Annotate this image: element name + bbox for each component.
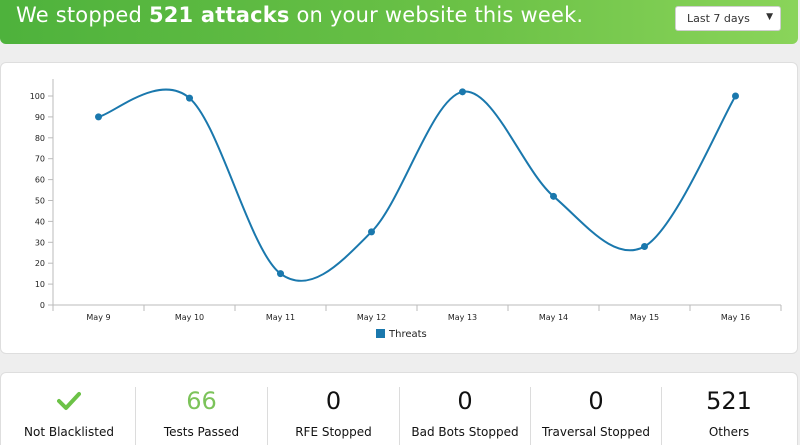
divider [267,387,268,445]
banner-headline: We stopped 521 attacks on your website t… [16,3,583,27]
x-tick-label: May 9 [86,313,110,322]
x-tick-label: May 11 [266,313,295,322]
stat-label: Not Blacklisted [24,425,114,439]
series-line [98,88,737,282]
data-point [368,228,375,236]
banner-attack-count: 521 attacks [148,3,290,27]
data-point [459,88,466,96]
y-tick-label: 10 [35,280,45,289]
data-point [550,192,557,200]
y-tick-label: 80 [35,134,45,143]
stat-label: Traversal Stopped [542,425,650,439]
banner-prefix: We stopped [16,3,149,27]
date-range-value: Last 7 days [687,12,750,25]
stat-label: Tests Passed [163,425,240,439]
attack-summary-banner: We stopped 521 attacks on your website t… [0,0,798,44]
y-tick-label: 0 [40,301,45,310]
threats-line-chart: 0 10 20 30 40 50 60 70 80 90 100 May 9 May 10 May 11 M… [30,79,782,340]
y-tick-label: 50 [35,197,45,206]
stat-value: 66 [186,387,217,415]
stat-others: 521 Others [662,373,796,445]
stat-tests-passed: 66 Tests Passed [136,373,267,445]
y-tick-label: 90 [35,113,45,122]
stat-traversal-stopped: 0 Traversal Stopped [531,373,661,445]
stat-rfe-stopped: 0 RFE Stopped [268,373,399,445]
stats-summary: Not Blacklisted 66 Tests Passed 0 RFE St… [0,372,798,445]
y-tick-label: 30 [35,238,45,247]
chevron-down-icon: ▼ [766,12,773,22]
y-tick-label: 20 [35,259,45,268]
stat-label: Bad Bots Stopped [411,425,519,439]
x-tick-label: May 10 [175,313,204,322]
divider [399,387,400,445]
data-point [277,270,284,278]
divider [135,387,136,445]
stat-not-blacklisted: Not Blacklisted [3,373,135,445]
y-tick-label: 100 [30,92,45,101]
stat-label: RFE Stopped [295,425,372,439]
threats-chart-card: 0 10 20 30 40 50 60 70 80 90 100 May 9 May 10 May 11 M… [0,62,798,354]
x-tick-label: May 16 [721,313,750,322]
x-tick-label: May 15 [630,313,659,322]
check-icon [57,392,81,410]
stat-value: 0 [325,387,342,415]
stat-label: Others [708,425,750,439]
banner-suffix: on your website this week. [289,3,584,27]
y-tick-label: 40 [35,217,45,226]
data-point [95,113,102,121]
legend-swatch [376,329,385,338]
data-point [186,94,193,102]
data-point [641,242,648,250]
stat-bad-bots-stopped: 0 Bad Bots Stopped [400,373,530,445]
y-tick-label: 60 [35,176,45,185]
stat-value: 0 [588,387,604,415]
x-tick-label: May 13 [448,313,477,322]
legend-label: Threats [388,329,427,340]
date-range-select[interactable]: Last 7 days ▼ [675,6,781,31]
x-tick-label: May 12 [357,313,386,322]
x-tick-label: May 14 [539,313,568,322]
y-tick-label: 70 [35,155,45,164]
divider [661,387,662,445]
stat-value: 0 [457,387,473,415]
stat-value: 521 [706,387,752,415]
data-point [732,92,739,100]
divider [530,387,531,445]
